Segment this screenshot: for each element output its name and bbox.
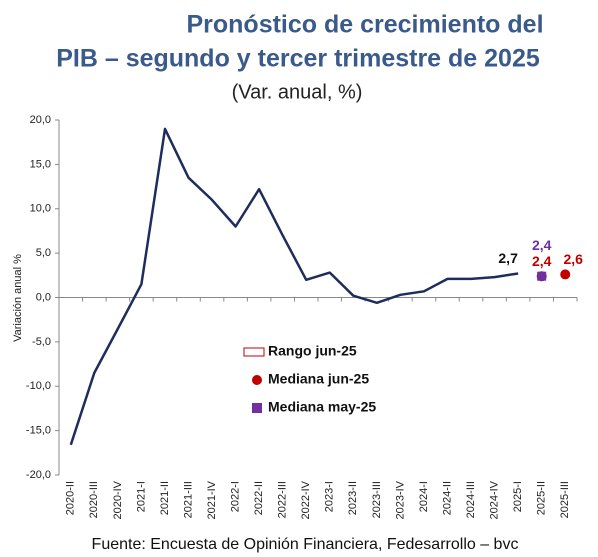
chart-subtitle: (Var. anual, %)	[232, 81, 363, 103]
legend-label: Mediana may-25	[268, 399, 376, 415]
x-tick-label: 2023-II	[347, 481, 359, 515]
x-tick-label: 2022-III	[277, 481, 289, 518]
x-tick-label: 2021-III	[182, 481, 194, 518]
x-tick-label: 2023-I	[324, 481, 336, 512]
x-tick-label: 2020-III	[88, 481, 100, 518]
legend-swatch	[252, 403, 262, 413]
y-tick-label: -5,0	[32, 336, 51, 348]
y-tick-label: -15,0	[26, 425, 51, 437]
x-tick-label: 2022-II	[253, 481, 265, 515]
x-tick-label: 2022-IV	[300, 480, 312, 519]
point	[537, 271, 547, 281]
x-tick-label: 2025-III	[559, 481, 571, 518]
x-tick-label: 2023-IV	[394, 480, 406, 519]
chart-title: PIB – segundo y tercer trimestre de 2025	[56, 45, 540, 73]
x-tick-label: 2020-IV	[112, 480, 124, 519]
x-tick-label: 2024-I	[418, 481, 430, 512]
y-axis-label: Variación anual %	[12, 254, 24, 342]
x-tick-label: 2025-II	[536, 481, 548, 515]
data-label: 2,6	[563, 251, 583, 267]
y-tick-label: 20,0	[30, 114, 51, 126]
y-tick-label: 15,0	[30, 158, 51, 170]
legend-label: Rango jun-25	[268, 343, 357, 359]
x-tick-label: 2024-III	[465, 481, 477, 518]
x-tick-label: 2022-I	[229, 481, 241, 512]
point	[560, 269, 571, 280]
x-tick-label: 2025-I	[512, 481, 524, 512]
y-tick-label: 10,0	[30, 203, 51, 215]
legend-label: Mediana jun-25	[268, 371, 369, 387]
y-tick-label: -10,0	[26, 380, 51, 392]
y-tick-label: -20,0	[26, 469, 51, 481]
x-tick-label: 2021-II	[159, 481, 171, 515]
source: Fuente: Encuesta de Opinión Financiera, …	[92, 536, 519, 553]
legend-swatch	[252, 375, 262, 385]
legend-swatch	[243, 347, 265, 357]
data-label: 2,4	[532, 237, 552, 253]
x-tick-label: 2021-IV	[206, 480, 218, 519]
y-tick-label: 0,0	[36, 291, 51, 303]
line	[69, 127, 519, 446]
data-label: 2,7	[498, 250, 518, 266]
x-tick-label: 2021-I	[135, 481, 147, 512]
data-label: 2,4	[532, 253, 552, 269]
x-tick-label: 2024-IV	[488, 480, 500, 519]
x-tick-label: 2023-III	[371, 481, 383, 518]
x-tick-label: 2020-II	[65, 481, 77, 515]
chart-title: Pronóstico de crecimiento del	[186, 11, 543, 39]
x-tick-label: 2024-II	[441, 481, 453, 515]
y-tick-label: 5,0	[36, 247, 51, 259]
